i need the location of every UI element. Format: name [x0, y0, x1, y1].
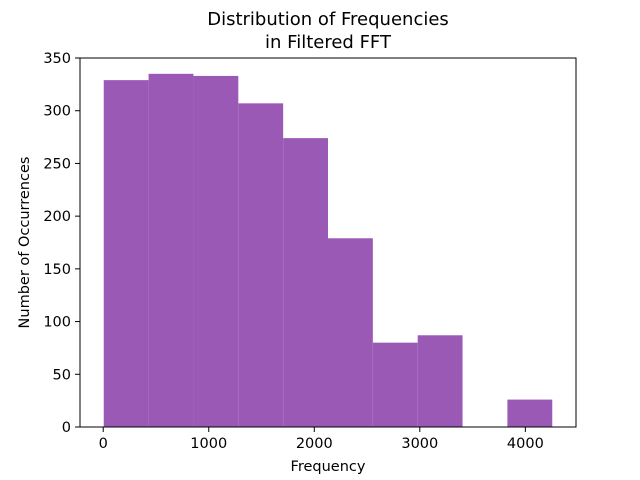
histogram-bar — [507, 399, 553, 427]
plot-area-frame — [79, 57, 577, 428]
chart-title-line: in Filtered FFT — [265, 32, 392, 53]
y-tick-label: 50 — [53, 367, 71, 383]
y-tick-label: 250 — [43, 156, 71, 172]
y-tick-label: 0 — [62, 420, 71, 436]
histogram-bar — [283, 138, 328, 427]
histogram-bar — [417, 335, 463, 427]
histogram-bar — [328, 238, 373, 427]
x-tick-label: 3000 — [401, 436, 438, 452]
chart-title-line: Distribution of Frequencies — [207, 9, 449, 30]
x-axis-ticks: 0 1000 2000 3000 4000 — [99, 427, 544, 452]
y-tick-label: 350 — [43, 51, 71, 67]
y-tick-label: 200 — [43, 209, 71, 225]
y-tick-label: 150 — [43, 262, 71, 278]
x-tick-label: 1000 — [190, 436, 227, 452]
histogram-bar — [372, 342, 418, 427]
histogram-bar — [238, 103, 284, 427]
y-tick-label: 300 — [43, 104, 71, 120]
x-tick-label: 2000 — [296, 436, 333, 452]
x-tick-label: 4000 — [507, 436, 544, 452]
y-tick-label: 100 — [43, 315, 71, 331]
y-axis-label: Number of Occurrences — [17, 157, 33, 329]
x-axis-label: Frequency — [291, 459, 366, 475]
histogram-bar — [148, 73, 194, 428]
x-tick-label: 0 — [99, 436, 108, 452]
histogram-bars — [103, 73, 553, 428]
histogram-bar — [193, 75, 239, 428]
y-axis-ticks: 0 50 100 150 200 250 300 350 — [43, 51, 80, 436]
histogram-bar — [103, 80, 149, 427]
